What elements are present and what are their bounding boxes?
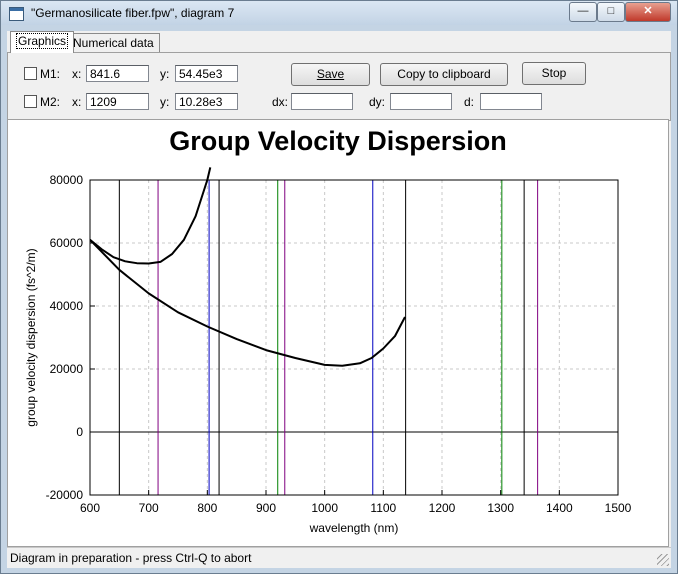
m2-x-label: x:: [72, 95, 82, 109]
y-tick-label: 80000: [50, 173, 84, 187]
y-tick-label: 20000: [50, 362, 84, 376]
dy-field[interactable]: [390, 93, 452, 110]
x-axis-label: wavelength (nm): [309, 521, 399, 535]
m1-x-label: x:: [72, 67, 82, 81]
marker-panel: M1: x: 841.6 y: 54.45e3 Save Copy to cli…: [7, 52, 671, 121]
resize-grip[interactable]: [657, 554, 669, 566]
status-bar: Diagram in preparation - press Ctrl-Q to…: [7, 547, 671, 568]
stop-button[interactable]: Stop: [522, 62, 586, 85]
m1-y-field[interactable]: 54.45e3: [175, 65, 238, 82]
x-tick-label: 1000: [311, 501, 338, 515]
chart-title: Group Velocity Dispersion: [169, 126, 507, 156]
x-tick-label: 600: [80, 501, 100, 515]
title-bar[interactable]: "Germanosilicate fiber.fpw", diagram 7 —…: [1, 1, 677, 25]
x-tick-label: 1500: [605, 501, 632, 515]
m1-x-field[interactable]: 841.6: [86, 65, 149, 82]
y-axis-label: group velocity dispersion (fs^2/m): [24, 248, 38, 426]
m2-x-field[interactable]: 1209: [86, 93, 149, 110]
y-tick-label: 40000: [50, 299, 84, 313]
x-tick-label: 1300: [487, 501, 514, 515]
m2-y-label: y:: [160, 95, 170, 109]
x-tick-label: 1400: [546, 501, 573, 515]
m1-label: M1:: [40, 67, 61, 81]
plot-frame: [89, 179, 619, 496]
save-button[interactable]: Save: [291, 63, 370, 86]
gvd-chart[interactable]: 600 700 800 900 1000 1100 1200 1300 1400 1500 -200…: [8, 120, 668, 546]
y-tick-label: 60000: [50, 236, 84, 250]
dx-label: dx:: [272, 95, 289, 109]
d-label: d:: [464, 95, 475, 109]
chart-area[interactable]: 600 700 800 900 1000 1100 1200 1300 1400 1500 -200…: [7, 119, 669, 547]
window-title: "Germanosilicate fiber.fpw", diagram 7: [31, 6, 235, 20]
m2-y-field[interactable]: 10.28e3: [175, 93, 238, 110]
d-field[interactable]: [480, 93, 542, 110]
y-tick-label: -20000: [46, 488, 84, 502]
m1-checkbox[interactable]: [24, 67, 37, 80]
series-line-0: [90, 167, 212, 265]
dx-field[interactable]: [291, 93, 353, 110]
copy-to-clipboard-button[interactable]: Copy to clipboard: [380, 63, 508, 86]
tab-graphics[interactable]: Graphics: [10, 31, 75, 53]
m1-y-label: y:: [160, 67, 170, 81]
save-button-label: Save: [316, 67, 345, 81]
client-area: Graphics Numerical data M1: x: 841.6 y: …: [7, 31, 671, 568]
m2-label: M2:: [40, 95, 61, 109]
y-tick-label: 0: [76, 425, 83, 439]
x-tick-label: 800: [197, 501, 217, 515]
series-line-1: [90, 239, 406, 367]
minimize-button[interactable]: —: [569, 2, 597, 22]
status-text: Diagram in preparation - press Ctrl-Q to…: [10, 551, 252, 565]
app-icon[interactable]: [9, 7, 24, 21]
x-tick-label: 900: [256, 501, 276, 515]
dy-label: dy:: [369, 95, 386, 109]
tab-graphics-label: Graphics: [16, 33, 69, 49]
x-tick-label: 700: [139, 501, 159, 515]
m2-checkbox[interactable]: [24, 95, 37, 108]
tab-numerical-data[interactable]: Numerical data: [67, 33, 160, 52]
x-tick-label: 1200: [429, 501, 456, 515]
maximize-button[interactable]: □: [597, 2, 625, 22]
x-tick-label: 1100: [370, 501, 396, 515]
close-button[interactable]: ✕: [625, 2, 671, 22]
